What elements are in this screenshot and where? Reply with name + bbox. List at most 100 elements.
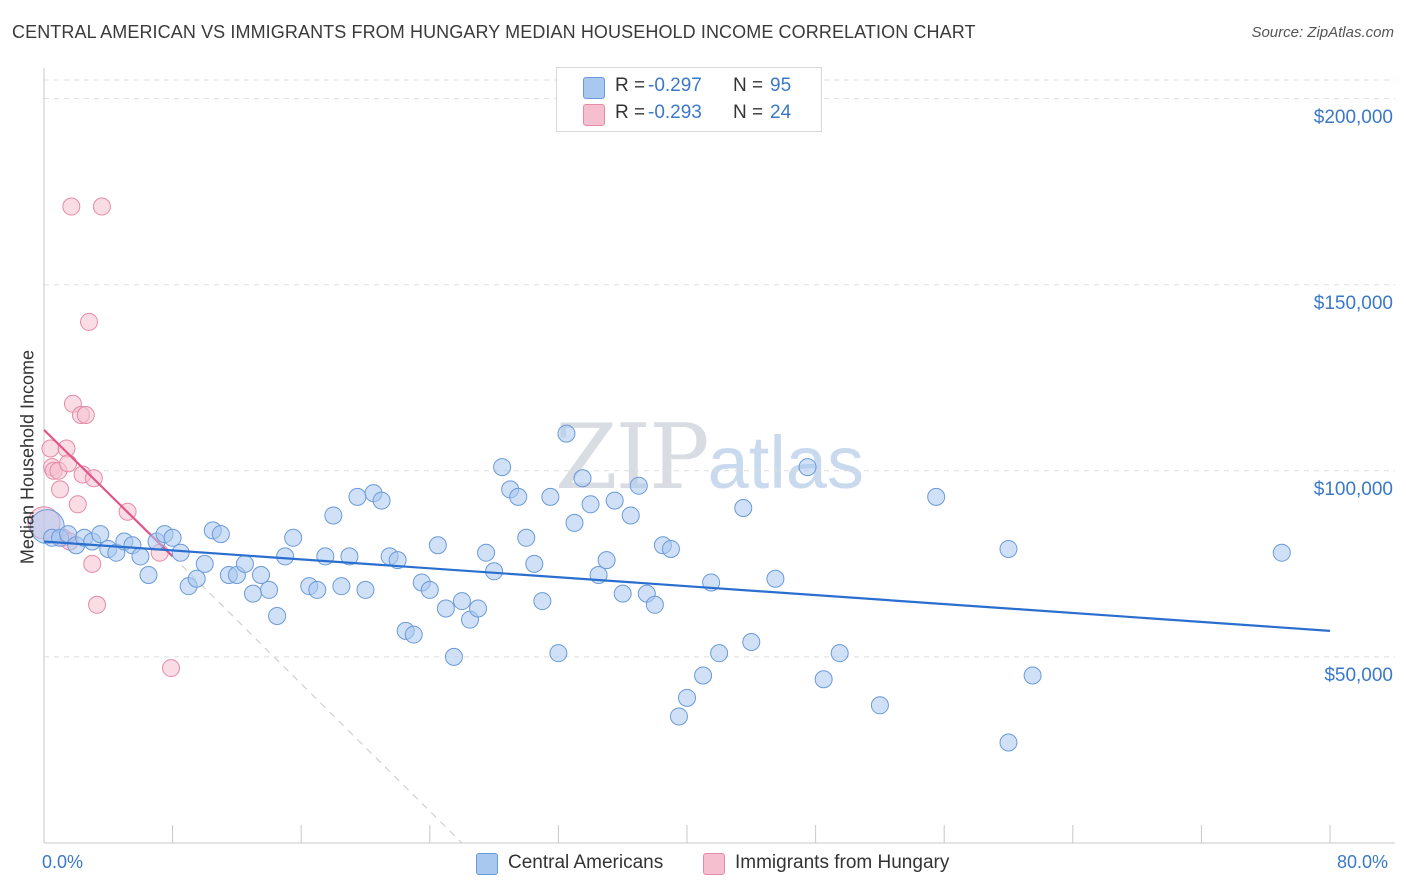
bottom-legend-immigrants-from-hungary: Immigrants from Hungary: [735, 852, 950, 873]
data-point-central-americans: [565, 513, 584, 532]
data-point-central-americans: [927, 487, 946, 506]
legend-r-label: R =: [615, 75, 646, 96]
legend-n-label: N =: [733, 75, 764, 96]
series-central-americans: [29, 424, 1331, 752]
data-point-immigrants-from-hungary: [88, 595, 107, 614]
trend-extension-immigrants-from-hungary: [172, 555, 463, 844]
data-point-central-americans: [533, 592, 552, 611]
legend-r-value: -0.297: [648, 75, 702, 96]
data-point-central-americans: [1272, 543, 1291, 562]
legend-n-label: N =: [733, 102, 764, 123]
data-point-central-americans: [332, 577, 351, 596]
data-point-central-americans: [276, 547, 295, 566]
legend-swatch-blue: [583, 77, 605, 99]
data-point-central-americans: [509, 487, 528, 506]
data-point-central-americans: [1023, 666, 1042, 685]
data-point-central-americans: [139, 566, 158, 585]
data-point-immigrants-from-hungary: [57, 439, 76, 458]
data-point-central-americans: [710, 644, 729, 663]
data-point-immigrants-from-hungary: [51, 480, 70, 499]
data-point-central-americans: [661, 539, 680, 558]
data-point-central-americans: [211, 525, 230, 544]
y-axis-label: Median Household Income: [17, 349, 38, 565]
data-point-central-americans: [171, 543, 190, 562]
bottom-legend-swatch-pink: [703, 853, 725, 875]
bottom-legend-central-americans: Central Americans: [508, 852, 664, 873]
data-point-immigrants-from-hungary: [80, 312, 99, 331]
legend: R = -0.297 N = 95 R = -0.293 N = 24: [556, 67, 822, 132]
data-point-central-americans: [195, 554, 214, 573]
data-point-central-americans: [493, 458, 512, 477]
data-point-central-americans: [372, 491, 391, 510]
data-point-central-americans: [830, 644, 849, 663]
data-point-central-americans: [420, 580, 439, 599]
data-point-immigrants-from-hungary: [83, 554, 102, 573]
chart-title: CENTRAL AMERICAN VS IMMIGRANTS FROM HUNG…: [12, 22, 976, 42]
y-tick-label: $50,000: [1324, 664, 1393, 686]
data-point-central-americans: [452, 592, 471, 611]
data-point-central-americans: [469, 599, 488, 618]
data-point-central-americans: [260, 580, 279, 599]
data-point-central-americans: [187, 569, 206, 588]
data-point-central-americans: [734, 499, 753, 518]
data-point-central-americans: [999, 539, 1018, 558]
data-point-immigrants-from-hungary: [92, 197, 111, 216]
data-point-central-americans: [645, 595, 664, 614]
data-point-central-americans: [557, 424, 576, 443]
data-point-central-americans: [766, 569, 785, 588]
data-point-central-americans: [388, 551, 407, 570]
data-point-central-americans: [597, 551, 616, 570]
data-point-central-americans: [308, 580, 327, 599]
data-point-immigrants-from-hungary: [59, 454, 78, 473]
data-point-central-americans: [163, 528, 182, 547]
data-point-central-americans: [669, 707, 688, 726]
data-point-central-americans: [284, 528, 303, 547]
y-tick-label: $200,000: [1313, 106, 1393, 128]
data-point-central-americans: [573, 469, 592, 488]
data-point-central-americans: [694, 666, 713, 685]
data-point-central-americans: [814, 670, 833, 689]
data-point-central-americans: [91, 525, 110, 544]
data-point-central-americans: [252, 566, 271, 585]
data-point-central-americans: [235, 554, 254, 573]
data-point-central-americans: [525, 554, 544, 573]
data-point-central-americans: [517, 528, 536, 547]
data-point-central-americans: [324, 506, 343, 525]
bottom-legend-swatch-blue: [476, 853, 498, 875]
data-point-central-americans: [404, 625, 423, 644]
data-point-central-americans: [131, 547, 150, 566]
data-point-central-americans: [870, 696, 889, 715]
watermark: ZIPatlas: [555, 405, 864, 510]
legend-r-value: -0.293: [648, 102, 702, 123]
y-tick-label: $100,000: [1313, 478, 1393, 500]
data-point-immigrants-from-hungary: [76, 405, 95, 424]
axes: [43, 68, 1395, 844]
data-point-central-americans: [444, 647, 463, 666]
data-point-central-americans: [356, 580, 375, 599]
data-point-central-americans: [999, 733, 1018, 752]
data-point-immigrants-from-hungary: [62, 197, 81, 216]
data-point-central-americans: [581, 495, 600, 514]
y-tick-label: $150,000: [1313, 292, 1393, 314]
watermark-bold: ZIP: [555, 405, 710, 510]
watermark-light: atlas: [707, 421, 864, 504]
data-point-central-americans: [243, 584, 262, 603]
series-immigrants-from-hungary: [27, 197, 180, 678]
chart-source: Source: ZipAtlas.com: [1251, 24, 1394, 41]
data-point-central-americans: [605, 491, 624, 510]
data-point-central-americans: [613, 584, 632, 603]
data-point-central-americans: [541, 487, 560, 506]
data-point-central-americans: [742, 633, 761, 652]
data-point-central-americans: [549, 644, 568, 663]
data-point-central-americans: [436, 599, 455, 618]
data-point-immigrants-from-hungary: [68, 495, 87, 514]
trend-line-central-americans: [43, 540, 1331, 632]
trend-lines: [172, 555, 463, 844]
data-point-central-americans: [340, 547, 359, 566]
x-tick-label-max: 80.0%: [1337, 852, 1389, 872]
data-point-central-americans: [268, 606, 287, 625]
data-point-central-americans: [629, 476, 648, 495]
legend-n-value: 24: [770, 102, 792, 123]
legend-n-value: 95: [770, 75, 792, 96]
